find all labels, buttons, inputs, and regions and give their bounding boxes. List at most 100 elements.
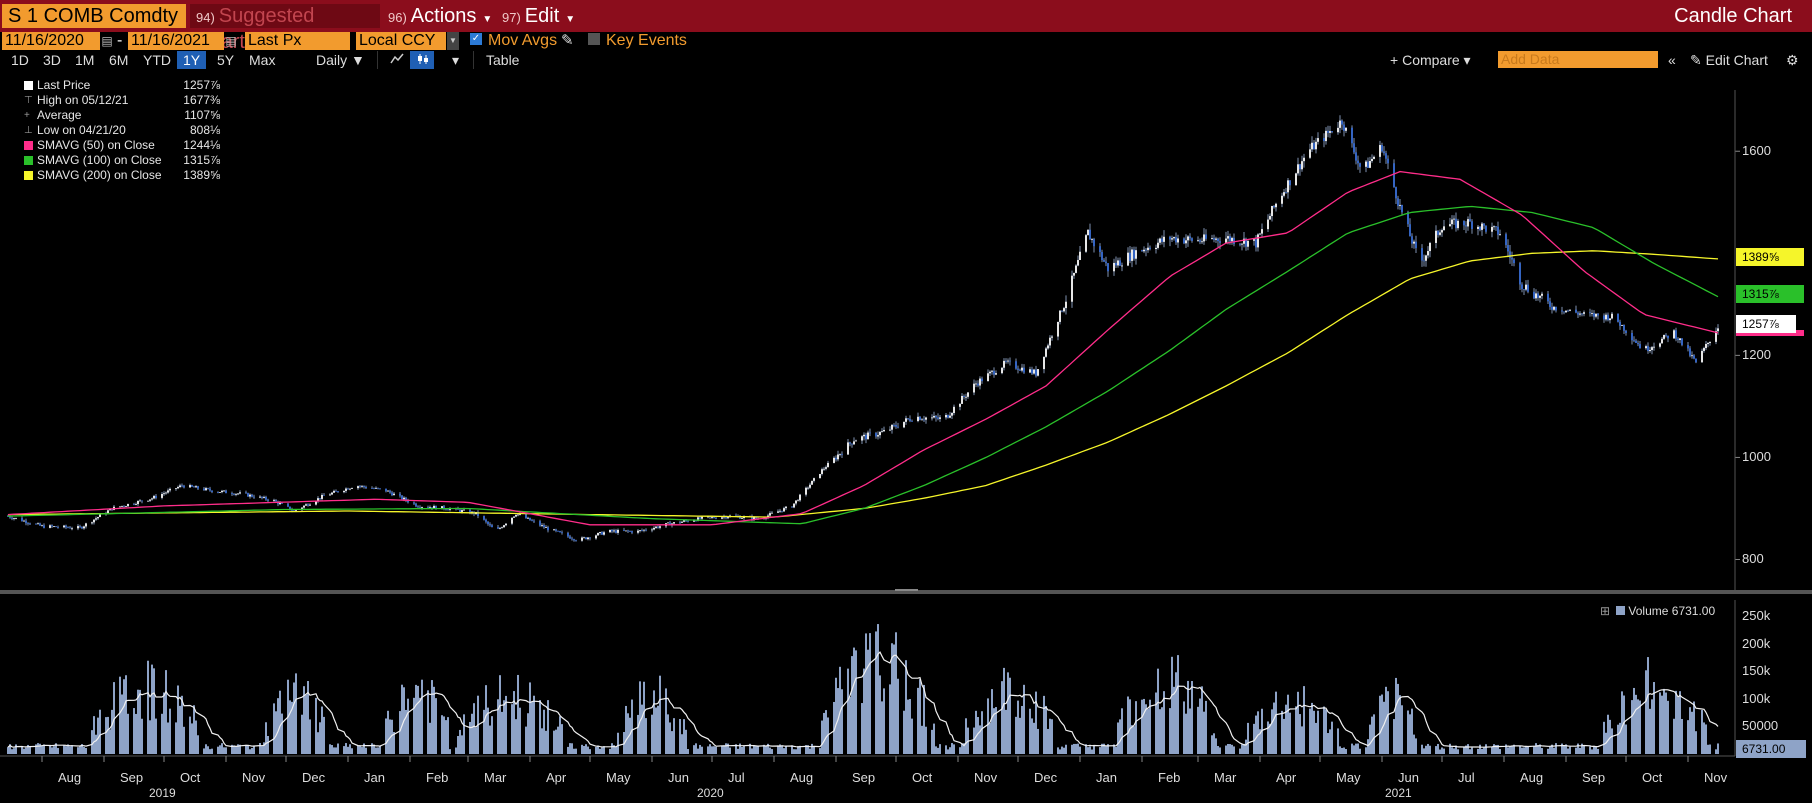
candle-body [393,493,395,496]
volume-bar [811,743,813,754]
gear-icon[interactable]: ⚙ [1786,52,1799,68]
candle-body [1393,163,1395,188]
candle-body [1687,345,1689,349]
legend-row-sma50[interactable]: SMAVG (50) on Close 1244⅛ [10,138,220,153]
candle-body [1397,198,1399,206]
candle-body [1437,230,1439,235]
volume-bar [919,679,921,754]
legend-row-last-price[interactable]: Last Price 1257⅞ [10,78,220,93]
collapse-icon[interactable]: « [1668,52,1676,68]
volume-bar [1005,709,1007,754]
expand-icon[interactable]: ⊞ [1600,604,1611,618]
range-button-1y[interactable]: 1Y [177,51,207,69]
candle-body [917,416,919,422]
calendar-icon[interactable]: ▤ [101,34,113,48]
end-date-input[interactable]: 11/16/2021 [128,32,224,50]
candle-body [839,453,841,455]
volume-bars-group [7,624,1719,754]
candle-body [855,440,857,442]
candle-body [1539,295,1541,298]
candle-body [1043,356,1045,370]
divider [377,51,378,69]
volume-bar [1463,747,1465,754]
volume-bar [939,744,941,754]
candle-body [1191,238,1193,241]
legend-row-low[interactable]: ⊥ Low on 04/21/20 808⅛ [10,123,220,138]
candle-body [1201,241,1203,243]
volume-bar [1665,692,1667,754]
chart-canvas[interactable] [0,70,1812,790]
edit-chart-button[interactable]: ✎ Edit Chart [1690,52,1768,68]
range-button-1m[interactable]: 1M [75,52,95,68]
candle-body [769,513,771,516]
candle-body [501,527,503,529]
candle-body [163,493,165,495]
line-chart-icon[interactable] [384,51,408,69]
compare-button[interactable]: + Compare ▾ [1390,52,1471,68]
mov-avgs-checkbox[interactable]: ✓ [470,33,482,45]
key-events-checkbox[interactable] [588,33,600,45]
legend-row-sma200[interactable]: SMAVG (200) on Close 1389⅝ [10,168,220,183]
volume-bar [1203,711,1205,754]
frequency-select[interactable]: Daily ▼ [316,52,365,68]
range-button-1d[interactable]: 1D [11,52,29,68]
candle-body [533,520,535,522]
month-tick-label: Jan [1096,770,1117,785]
volume-legend-label: Volume [1628,604,1669,618]
candle-body [1429,242,1431,252]
volume-bar [1637,699,1639,754]
range-button-6m[interactable]: 6M [109,52,129,68]
candle-chart-icon[interactable] [410,51,434,69]
legend-row-sma100[interactable]: SMAVG (100) on Close 1315⅞ [10,153,220,168]
candle-body [21,517,23,522]
actions-menu[interactable]: 96) Actions ▼ [382,4,496,28]
volume-legend[interactable]: ⊞ Volume 6731.00 [1600,604,1715,618]
start-date-input[interactable]: 11/16/2020 [2,32,100,50]
currency-select[interactable]: Local CCY [356,32,446,50]
year-tick-label: 2020 [697,786,724,800]
volume-bar [1289,712,1291,754]
field-select[interactable]: Last Px [245,32,350,50]
range-button-5y[interactable]: 5Y [217,52,235,68]
currency-dropdown-icon[interactable]: ▼ [447,32,459,50]
range-button-ytd[interactable]: YTD [143,52,171,68]
volume-bar [1245,739,1247,754]
volume-bar [1073,743,1075,754]
edit-menu[interactable]: 97) Edit ▼ [496,4,586,28]
candle-body [1037,369,1039,376]
volume-bar [1169,708,1171,754]
candle-body [29,523,31,525]
legend-row-high[interactable]: ⊤ High on 05/12/21 1677⅜ [10,93,220,108]
volume-bar [413,697,415,754]
chart-type-dropdown-icon[interactable]: ▾ [452,52,460,68]
table-button[interactable]: Table [486,52,520,68]
candle-body [1269,216,1271,220]
add-data-input[interactable]: Add Data [1498,51,1658,68]
volume-bar [1339,746,1341,754]
volume-bar [253,745,255,754]
volume-bar [1299,714,1301,754]
legend-row-average[interactable]: + Average 1107⅝ [10,108,220,123]
calendar-icon[interactable]: ▤ [225,34,237,48]
volume-bar [741,746,743,754]
candle-body [875,432,877,437]
volume-bar [1065,744,1067,754]
volume-bar [295,673,297,754]
candle-body [441,506,443,510]
suggested-charts-button[interactable]: 94) Suggested Charts [190,4,380,53]
volume-bar [263,742,265,754]
pencil-icon[interactable]: ✎ [561,32,574,49]
ticker-field[interactable]: S 1 COMB Comdty [2,4,186,28]
candle-body [707,516,709,518]
candle-body [491,525,493,528]
volume-bar [1031,718,1033,754]
range-button-3d[interactable]: 3D [43,52,61,68]
candle-body [601,532,603,535]
candle-body [1175,237,1177,243]
range-button-max[interactable]: Max [249,52,276,68]
volume-bar [603,746,605,754]
volume-bar [67,744,69,754]
volume-bar [711,746,713,754]
volume-bar [27,744,29,754]
candle-body [483,516,485,520]
